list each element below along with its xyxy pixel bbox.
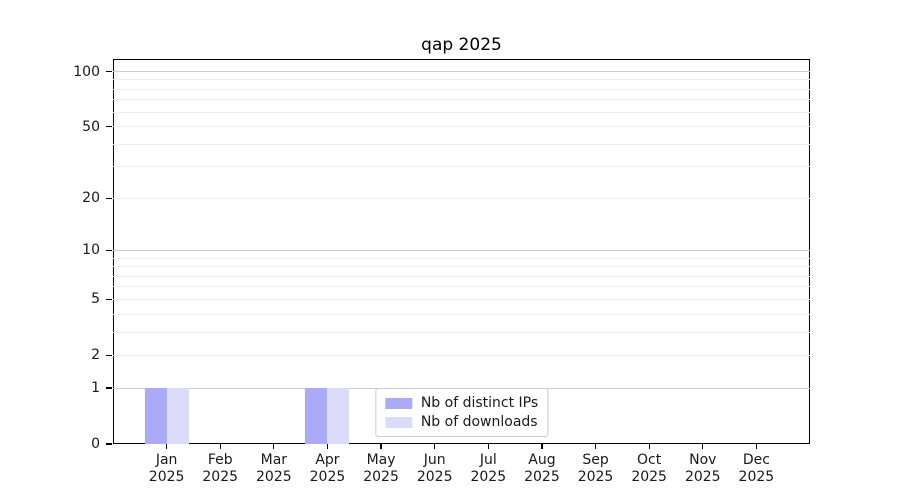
minor-gridline-8	[113, 266, 810, 268]
x-tick-year-may: 2025	[363, 469, 399, 485]
x-tick-year-nov: 2025	[684, 469, 721, 485]
x-tick-apr	[326, 444, 329, 449]
x-tick-jan	[166, 444, 168, 449]
x-tick-month-feb: Feb	[207, 452, 233, 468]
x-tick-label-dec: Dec 2025	[726, 452, 786, 486]
x-tick-oct	[648, 444, 650, 449]
minor-gridline-40	[113, 143, 810, 145]
x-tick-label-sep: Sep 2025	[566, 452, 626, 486]
y-tick-20	[106, 197, 112, 199]
x-tick-label-jun: Jun 2025	[405, 452, 465, 486]
x-tick-month-oct: Oct	[637, 452, 662, 468]
legend: Nb of distinct IPs Nb of downloads	[374, 388, 549, 437]
x-tick-label-apr: Apr 2025	[297, 452, 357, 486]
major-gridline-10	[113, 249, 810, 251]
legend-swatch-nb-of-distinct-ips	[384, 397, 412, 409]
x-tick-jul	[487, 444, 489, 449]
y-tick-100	[106, 70, 112, 73]
legend-entry-nb-of-distinct-ips: Nb of distinct IPs	[384, 395, 539, 411]
minor-gridline-3	[113, 331, 810, 333]
x-tick-month-may: May	[366, 452, 396, 468]
legend-label-nb-of-downloads: Nb of downloads	[420, 414, 538, 430]
x-tick-aug	[541, 444, 543, 449]
minor-gridline-6	[113, 286, 810, 288]
x-tick-month-nov: Nov	[689, 452, 717, 468]
y-tick-5	[106, 298, 112, 300]
plot-area: Nb of distinct IPs Nb of downloads 0 1 2 5 10…	[73, 59, 810, 485]
y-tick-label-100: 100	[73, 63, 100, 80]
x-tick-year-apr: 2025	[309, 469, 346, 485]
x-tick-nov	[702, 444, 704, 449]
y-tick-2	[106, 354, 112, 356]
x-tick-label-jul: Jul 2025	[458, 452, 518, 486]
legend-entry-nb-of-downloads: Nb of downloads	[384, 414, 538, 430]
minor-gridline-2	[113, 354, 810, 356]
x-tick-label-may: May 2025	[351, 452, 411, 486]
x-tick-month-jan: Jan	[155, 452, 178, 468]
y-tick-label-50: 50	[82, 118, 100, 135]
x-tick-may	[380, 444, 382, 449]
x-tick-month-mar: Mar	[260, 452, 288, 468]
minor-gridline-50	[113, 126, 810, 128]
minor-gridline-30	[113, 166, 810, 168]
x-tick-sep	[594, 444, 597, 449]
minor-gridline-7	[113, 275, 810, 277]
x-tick-label-feb: Feb 2025	[190, 452, 250, 486]
legend-label-nb-of-distinct-ips: Nb of distinct IPs	[420, 395, 539, 411]
x-tick-month-aug: Aug	[528, 452, 556, 468]
x-tick-mar	[273, 444, 275, 449]
plot-frame	[113, 59, 810, 444]
x-tick-label-oct: Oct 2025	[619, 452, 679, 486]
minor-gridline-90	[113, 79, 810, 81]
x-tick-label-aug: Aug 2025	[512, 452, 572, 486]
x-tick-label-nov: Nov 2025	[673, 452, 733, 486]
minor-gridline-80	[113, 88, 810, 90]
x-tick-year-mar: 2025	[256, 469, 292, 485]
x-tick-label-jan: Jan 2025	[137, 452, 197, 486]
minor-gridline-9	[113, 257, 810, 259]
chart-title: qap 2025	[421, 35, 502, 55]
y-tick-50	[106, 126, 112, 128]
x-tick-month-apr: Apr	[315, 452, 340, 468]
bar-nb-of-downloads-apr	[327, 388, 350, 444]
bar-nb-of-distinct-ips-jan	[144, 388, 167, 444]
x-tick-year-oct: 2025	[631, 469, 667, 485]
x-tick-year-feb: 2025	[202, 469, 239, 485]
x-tick-year-sep: 2025	[577, 469, 614, 485]
y-tick-label-2: 2	[91, 347, 100, 364]
x-tick-year-dec: 2025	[738, 469, 775, 485]
x-tick-year-jun: 2025	[416, 469, 453, 485]
x-tick-jun	[434, 444, 436, 449]
y-tick-1	[106, 387, 112, 389]
x-tick-month-dec: Dec	[742, 452, 770, 468]
y-tick-label-5: 5	[91, 291, 100, 308]
y-tick-label-1: 1	[91, 380, 100, 397]
minor-gridline-60	[113, 111, 810, 113]
bar-nb-of-distinct-ips-apr	[305, 388, 328, 444]
minor-gridline-20	[113, 197, 810, 199]
y-tick-label-0: 0	[91, 436, 100, 452]
x-tick-month-sep: Sep	[582, 452, 609, 468]
x-tick-month-jun: Jun	[423, 452, 446, 468]
y-tick-10	[106, 249, 112, 252]
x-tick-month-jul: Jul	[479, 452, 497, 468]
minor-gridline-5	[113, 298, 810, 300]
major-gridline-100	[113, 71, 810, 73]
x-tick-year-aug: 2025	[524, 469, 560, 485]
y-tick-0	[106, 443, 112, 445]
x-tick-dec	[755, 444, 757, 449]
major-gridline-1	[113, 387, 810, 389]
x-tick-label-mar: Mar 2025	[244, 452, 304, 486]
x-tick-year-jul: 2025	[470, 469, 507, 485]
minor-gridline-70	[113, 99, 810, 101]
minor-gridline-4	[113, 313, 810, 315]
legend-swatch-nb-of-downloads	[384, 416, 412, 428]
x-tick-feb	[219, 444, 221, 449]
y-tick-label-20: 20	[82, 190, 100, 207]
bar-nb-of-downloads-jan	[166, 388, 189, 444]
x-tick-year-jan: 2025	[148, 469, 185, 485]
y-tick-label-10: 10	[82, 242, 100, 259]
